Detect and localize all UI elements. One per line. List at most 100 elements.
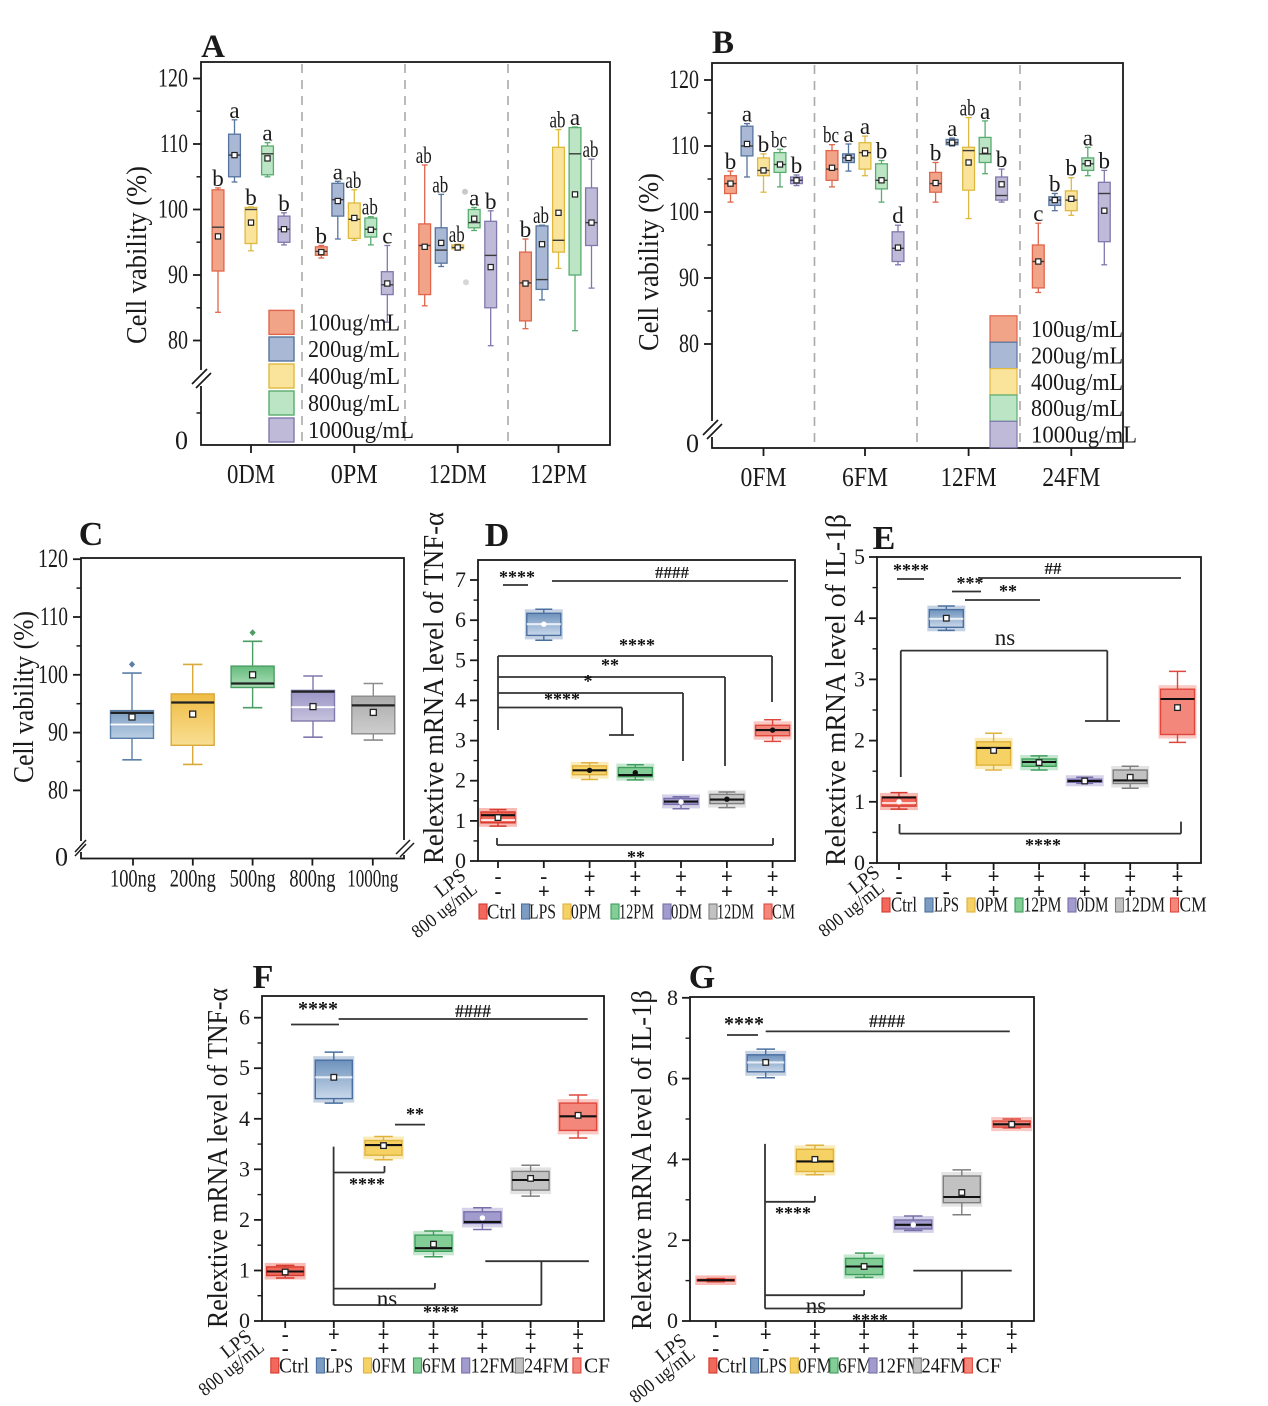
svg-text:1000ng: 1000ng — [347, 866, 398, 893]
svg-text:a: a — [262, 121, 272, 146]
svg-text:ab: ab — [533, 203, 549, 228]
svg-text:0: 0 — [854, 850, 865, 875]
svg-text:+: + — [1079, 879, 1091, 903]
svg-text:**: ** — [601, 655, 619, 675]
svg-text:ab: ab — [416, 143, 432, 168]
svg-text:****: **** — [499, 567, 535, 587]
svg-text:+: + — [1033, 879, 1045, 903]
svg-text:+: + — [1124, 864, 1136, 888]
svg-text:A: A — [201, 29, 225, 65]
svg-text:+: + — [858, 1336, 870, 1360]
svg-text:8: 8 — [667, 985, 678, 1010]
svg-text:2: 2 — [667, 1227, 678, 1252]
svg-text:b: b — [725, 149, 737, 174]
svg-text:100ng: 100ng — [110, 866, 156, 893]
svg-text:-: - — [330, 1336, 337, 1360]
svg-text:100: 100 — [669, 197, 699, 226]
svg-text:****: **** — [298, 998, 338, 1020]
svg-text:12PM: 12PM — [1024, 893, 1062, 917]
svg-text:6: 6 — [455, 607, 466, 632]
svg-text:####: #### — [455, 1001, 491, 1021]
svg-text:b: b — [1099, 148, 1111, 173]
svg-text:**: ** — [999, 581, 1017, 601]
svg-text:-: - — [712, 1336, 719, 1360]
svg-text:100ug/mL: 100ug/mL — [308, 310, 400, 336]
svg-text:ns: ns — [806, 1293, 827, 1318]
svg-text:2: 2 — [239, 1207, 250, 1232]
svg-text:a: a — [469, 186, 479, 211]
svg-text:2: 2 — [854, 728, 865, 753]
svg-text:****: **** — [893, 560, 929, 580]
svg-text:b: b — [485, 189, 497, 214]
svg-text:1: 1 — [455, 808, 466, 833]
svg-text:**: ** — [406, 1104, 424, 1124]
svg-text:+: + — [572, 1336, 584, 1360]
svg-text:+: + — [428, 1336, 440, 1360]
svg-text:90: 90 — [679, 263, 699, 292]
svg-text:D: D — [485, 517, 510, 554]
svg-text:0FM: 0FM — [798, 1354, 832, 1378]
svg-text:LPS: LPS — [529, 900, 556, 924]
svg-text:Relextive mRNA level of IL-1β: Relextive mRNA level of IL-1β — [821, 514, 852, 866]
svg-text:a: a — [843, 122, 853, 147]
svg-text:b: b — [996, 147, 1008, 172]
svg-text:0FM: 0FM — [372, 1354, 406, 1378]
svg-text:6FM: 6FM — [422, 1354, 456, 1378]
svg-text:+: + — [1033, 864, 1045, 888]
svg-text:CM: CM — [1180, 893, 1207, 917]
svg-text:0: 0 — [455, 848, 466, 873]
svg-text:LPS: LPS — [934, 893, 959, 917]
svg-text:110: 110 — [160, 129, 188, 158]
svg-text:+: + — [476, 1336, 488, 1360]
svg-text:+: + — [721, 864, 733, 888]
svg-text:100: 100 — [38, 660, 68, 689]
svg-text:####: #### — [655, 563, 690, 582]
svg-text:ab: ab — [960, 96, 976, 121]
svg-text:5: 5 — [239, 1055, 250, 1080]
svg-text:+: + — [940, 864, 952, 888]
svg-text:****: **** — [619, 635, 655, 655]
svg-text:ab: ab — [550, 108, 566, 133]
svg-text:0: 0 — [686, 429, 699, 458]
svg-text:+: + — [956, 1322, 968, 1346]
svg-text:4: 4 — [455, 687, 466, 712]
svg-text:-: - — [943, 879, 950, 903]
svg-text:+: + — [675, 879, 687, 903]
svg-text:**: ** — [627, 847, 645, 867]
svg-text:0FM: 0FM — [741, 462, 787, 492]
svg-text:Relextive mRNA level of IL-1β: Relextive mRNA level of IL-1β — [627, 990, 658, 1330]
svg-text:+: + — [1172, 879, 1184, 903]
svg-text:400ug/mL: 400ug/mL — [1031, 370, 1123, 396]
svg-text:6FM: 6FM — [842, 462, 888, 492]
svg-text:*: * — [584, 671, 593, 691]
svg-text:a: a — [570, 105, 580, 130]
svg-text:+: + — [767, 864, 779, 888]
svg-text:0PM: 0PM — [331, 459, 378, 489]
svg-text:12FM: 12FM — [941, 462, 997, 492]
svg-text:b: b — [791, 153, 803, 178]
svg-text:ab: ab — [583, 137, 599, 162]
svg-text:1000ug/mL: 1000ug/mL — [308, 418, 414, 444]
svg-text:0PM: 0PM — [976, 893, 1008, 917]
svg-text:-: - — [282, 1336, 289, 1360]
svg-text:800ng: 800ng — [289, 866, 335, 893]
svg-text:ab: ab — [449, 222, 465, 247]
svg-text:4: 4 — [667, 1146, 678, 1171]
svg-text:80: 80 — [48, 775, 68, 804]
svg-text:12DM: 12DM — [1124, 893, 1165, 917]
svg-text:+: + — [629, 864, 641, 888]
svg-text:****: **** — [349, 1174, 385, 1194]
svg-text:+: + — [988, 864, 1000, 888]
svg-text:80: 80 — [679, 329, 699, 358]
svg-text:6: 6 — [667, 1066, 678, 1091]
svg-text:b: b — [520, 217, 532, 242]
svg-text:+: + — [809, 1322, 821, 1346]
svg-text:0DM: 0DM — [227, 459, 275, 489]
svg-text:+: + — [525, 1336, 537, 1360]
svg-text:b: b — [316, 224, 328, 249]
svg-text:400ug/mL: 400ug/mL — [308, 364, 400, 390]
svg-text:200ng: 200ng — [170, 866, 216, 893]
svg-text:+: + — [956, 1336, 968, 1360]
svg-text:+: + — [1124, 879, 1136, 903]
svg-text:0: 0 — [55, 843, 68, 872]
